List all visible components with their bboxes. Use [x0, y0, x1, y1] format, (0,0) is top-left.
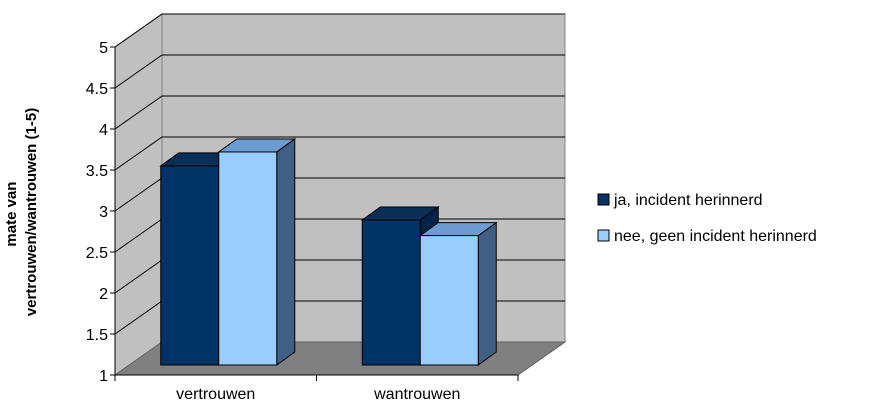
- y-tick-label: 4: [99, 122, 108, 139]
- legend-swatch: [597, 229, 610, 242]
- axes: [114, 47, 519, 381]
- y-axis-title-line-1: mate van: [3, 182, 20, 247]
- y-tick-label: 1.5: [86, 327, 108, 344]
- y-tick-label: 2: [99, 286, 108, 303]
- y-tick-label: 4.5: [86, 81, 108, 98]
- x-tick-label: vertrouwen: [176, 386, 255, 403]
- gridline: [114, 95, 565, 130]
- bar-front: [361, 219, 421, 366]
- y-tick-label: 1: [99, 368, 108, 385]
- y-axis-title: mate van vertrouwen/wantrouwen (1-5): [3, 108, 40, 316]
- legend-swatch: [597, 193, 610, 206]
- y-tick-label: 5: [99, 40, 108, 57]
- legend-item: ja, incident herinnerd: [597, 192, 763, 209]
- bars: [159, 137, 498, 366]
- x-tick-label: wantrouwen: [373, 386, 460, 403]
- gridline: [114, 136, 565, 171]
- bar-front: [218, 151, 278, 366]
- bar-side: [276, 137, 296, 366]
- gridline: [114, 54, 565, 89]
- legend: ja, incident herinnerd nee, geen incident…: [597, 192, 817, 245]
- bar: [217, 137, 297, 366]
- y-tick-label: 3: [99, 204, 108, 221]
- bar: [418, 221, 498, 366]
- legend-item: nee, geen incident herinnerd: [597, 228, 817, 245]
- y-axis-title-line-2: vertrouwen/wantrouwen (1-5): [23, 108, 40, 316]
- y-tick-label: 2.5: [86, 245, 108, 262]
- y-tick-labels: 1 1.5 2 2.5 3 3.5 4 4.5 5: [86, 40, 108, 385]
- bar-front: [419, 235, 479, 366]
- bar-front: [160, 165, 220, 366]
- gridline: [114, 13, 565, 48]
- x-tick-labels: vertrouwen wantrouwen: [176, 386, 460, 403]
- y-tick-label: 3.5: [86, 163, 108, 180]
- legend-label: nee, geen incident herinnerd: [614, 228, 817, 245]
- bar-side: [477, 221, 497, 366]
- legend-label: ja, incident herinnerd: [613, 192, 763, 209]
